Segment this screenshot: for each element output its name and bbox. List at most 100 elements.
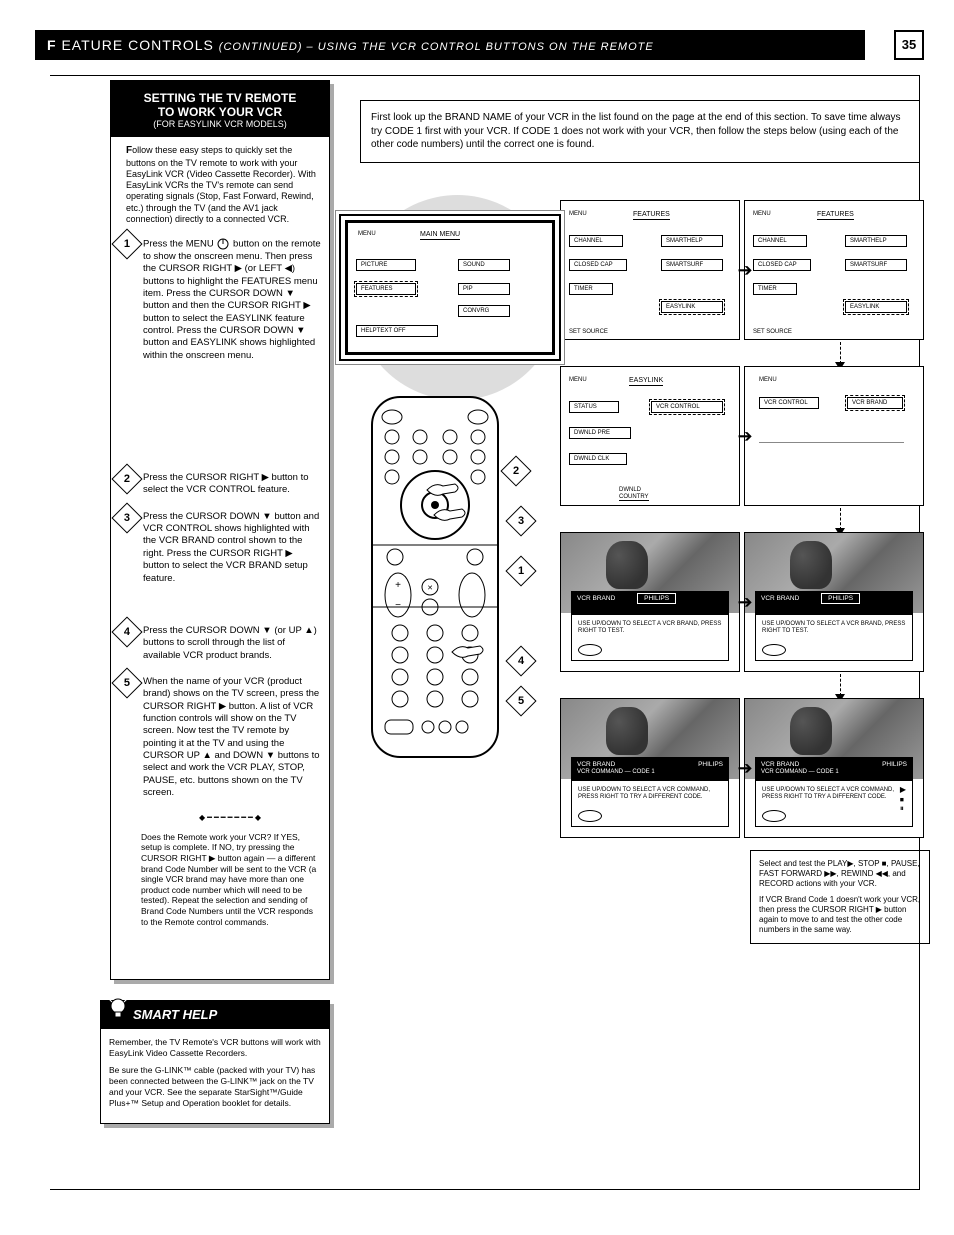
bulb-icon [107,995,129,1025]
page-number: 35 [894,30,924,60]
smart-p1: Remember, the TV Remote's VCR buttons wi… [109,1037,321,1059]
p4b-brand: PHILIPS [882,761,907,768]
left-steps-panel: SETTING THE TV REMOTE TO WORK YOUR VCR (… [110,80,330,980]
p1a-l0[interactable]: CHANNEL [569,235,623,247]
step1-a: Press the MENU [143,239,214,250]
callout-1-num: 1 [518,565,524,577]
smart-title: SMART HELP [133,1007,217,1022]
p3a-toplabel: VCR BRAND [577,595,615,602]
step-2: 2 Press the CURSOR RIGHT ▶ button to sel… [141,472,321,497]
p4b-toplabel: VCR BRAND [761,761,799,768]
step-3: 3 Press the CURSOR DOWN ▼ button and VCR… [141,511,321,585]
p1a-l2[interactable]: TIMER [569,283,613,295]
intro-rest: ollow these easy steps to quickly set th… [126,145,316,224]
arrow-4: ➔ [737,758,752,779]
panel-1b: MENU FEATURES CHANNEL SMARTHELP CLOSED C… [744,200,924,340]
callout-4-num: 4 [518,655,524,667]
menu-label: MENU [358,231,376,237]
row-4: VCR BRAND PHILIPS VCR COMMAND — CODE 1 U… [560,698,930,838]
header-subtitle: (CONTINUED) – USING THE VCR CONTROL BUTT… [219,41,654,53]
screen-panels-area: MENU FEATURES CHANNEL SMARTHELP CLOSED C… [560,200,930,950]
mi-sound[interactable]: SOUND [458,259,510,271]
svg-text:✕: ✕ [427,585,433,592]
svg-text:−: − [395,600,401,611]
p1a-brand: SET SOURCE [569,329,608,335]
p4b-instr: USE UP/DOWN TO SELECT A VCR COMMAND, PRE… [762,787,906,801]
panel-1a: MENU FEATURES CHANNEL SMARTHELP CLOSED C… [560,200,740,340]
p3a-brand: PHILIPS [637,593,676,604]
p2b-l0[interactable]: VCR CONTROL [759,397,819,409]
step1-b: button on the remote to show the onscree… [143,239,321,361]
p1a-r1[interactable]: SMARTSURF [661,259,723,271]
final-p2: If VCR Brand Code 1 doesn't work your VC… [759,895,921,935]
vcr-top-1: VCR BRAND PHILIPS [571,591,729,615]
p2a-l0[interactable]: STATUS [569,401,619,413]
ornament: ◆━━━━━━━◆ [141,813,321,823]
oval-4 [762,810,786,822]
mi-convrg[interactable]: CONVRG [458,305,510,317]
mi-features[interactable]: FEATURES [356,283,416,295]
step4-num: 4 [124,625,130,639]
smart-help-box: SMART HELP Remember, the TV Remote's VCR… [100,1000,330,1124]
p2a-r0[interactable]: VCR CONTROL [651,401,723,413]
step4-text: Press the CURSOR DOWN ▼ (or UP ▲) button… [143,625,321,662]
p4a-instr: USE UP/DOWN TO SELECT A VCR COMMAND, PRE… [578,787,722,801]
p1a-r2[interactable]: EASYLINK [661,301,723,313]
header-title-2: EATURE CONTROLS [61,37,213,53]
row-3: VCR BRAND PHILIPS USE UP/DOWN TO SELECT … [560,532,930,672]
p4a-brand: PHILIPS [698,761,723,768]
final-note-box: Select and test the PLAY▶, STOP ■, PAUSE… [750,850,930,944]
p1a-label: MENU [569,211,587,217]
p1b-r1[interactable]: SMARTSURF [845,259,907,271]
final-p1: Select and test the PLAY▶, STOP ■, PAUSE… [759,859,921,889]
left-body: Follow these easy steps to quickly set t… [111,137,329,935]
vcr-overlay-3: VCR BRAND PHILIPS VCR COMMAND — CODE 1 U… [571,757,729,823]
p1b-r0[interactable]: SMARTHELP [845,235,907,247]
p2b-label: MENU [759,377,777,383]
panel-4b: VCR BRAND PHILIPS VCR COMMAND — CODE 1 U… [744,698,924,838]
hand-icon-1 [425,478,463,502]
vcr-bot-1: USE UP/DOWN TO SELECT A VCR BRAND, PRESS… [571,615,729,661]
p1a-l1[interactable]: CLOSED CAP [569,259,627,271]
p1b-l1[interactable]: CLOSED CAP [753,259,811,271]
p2a-sub2: COUNTRY [619,494,649,501]
p3a-instr: USE UP/DOWN TO SELECT A VCR BRAND, PRESS… [578,621,722,635]
mi-helptext[interactable]: HELPTEXT OFF [356,325,438,337]
remote-control: +− ✕ [370,395,500,760]
left-header-line1: SETTING THE TV REMOTE [144,91,297,105]
arrow-3: ➔ [737,592,752,613]
diamond-3: 3 [111,502,142,533]
p1b-l0[interactable]: CHANNEL [753,235,807,247]
oval-3 [578,810,602,822]
tv-frame: MENU MAIN MENU PICTURE SOUND FEATURES PI… [345,220,555,355]
row-1: MENU FEATURES CHANNEL SMARTHELP CLOSED C… [560,200,930,340]
mi-picture[interactable]: PICTURE [356,259,416,271]
p1a-r0[interactable]: SMARTHELP [661,235,723,247]
step3-num: 3 [124,511,130,525]
smart-header: SMART HELP [101,1001,329,1029]
callout-5-num: 5 [518,695,524,707]
p1b-title: FEATURES [817,211,854,220]
left-header: SETTING THE TV REMOTE TO WORK YOUR VCR (… [111,81,329,137]
oval-2 [762,644,786,656]
panel-2b: MENU VCR CONTROL VCR BRAND [744,366,924,506]
step5-text: When the name of your VCR (product brand… [143,676,321,799]
mi-pip[interactable]: PIP [458,283,510,295]
power-icon [216,237,230,251]
p2b-r0[interactable]: VCR BRAND [847,397,903,409]
p1a-title: FEATURES [633,211,670,220]
p2a-l1[interactable]: DWNLD PRE [569,427,631,439]
callout-3-num: 3 [518,515,524,527]
step3-text: Press the CURSOR DOWN ▼ button and VCR C… [143,511,321,585]
dash-2 [840,508,841,530]
p3b-instr: USE UP/DOWN TO SELECT A VCR BRAND, PRESS… [762,621,906,635]
p1b-r2[interactable]: EASYLINK [845,301,907,313]
tv-menu: MENU MAIN MENU PICTURE SOUND FEATURES PI… [348,223,552,352]
p1b-brand: SET SOURCE [753,329,792,335]
oval-1 [578,644,602,656]
p1b-l2[interactable]: TIMER [753,283,797,295]
p4b-line2: VCR COMMAND — CODE 1 [761,769,839,775]
vcr-top-3: VCR BRAND PHILIPS VCR COMMAND — CODE 1 [571,757,729,781]
dash-3 [840,674,841,696]
p2a-l2[interactable]: DWNLD CLK [569,453,627,465]
